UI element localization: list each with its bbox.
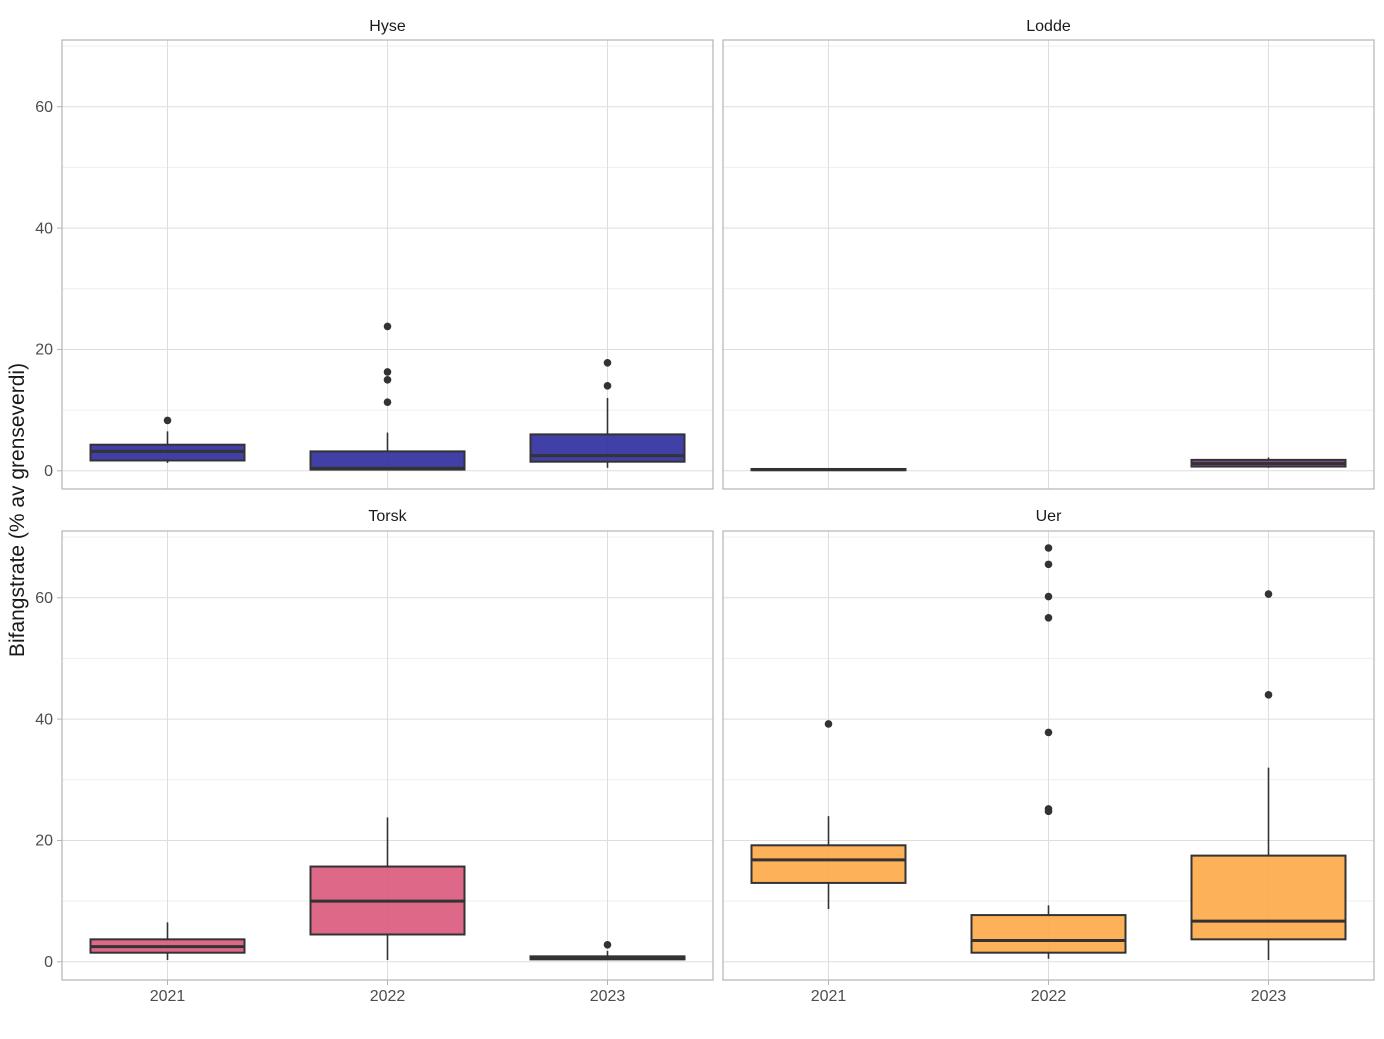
outlier-point: [383, 322, 392, 331]
outlier-point: [1044, 560, 1053, 569]
outlier-point: [1044, 544, 1053, 552]
outlier-point: [163, 416, 172, 425]
box-hyse-2021: [89, 416, 246, 463]
panel-title: Uer: [1036, 508, 1062, 525]
box-iqr: [970, 914, 1127, 954]
y-tick-label: 40: [35, 711, 53, 728]
outlier-point: [383, 368, 392, 376]
box-iqr: [750, 844, 907, 884]
box-lodde-2021: [750, 467, 907, 472]
x-tick-label: 2022: [1031, 988, 1067, 1005]
x-tick-label: 2021: [811, 988, 847, 1005]
panels-layer: Hyse 0 20 40 60 Lodde Torsk 0 20 40 60 2021 2022 2023…: [35, 18, 1375, 1005]
y-tick-label: 60: [35, 590, 53, 607]
box-uer-2022: [970, 544, 1127, 959]
outlier-point: [1044, 728, 1053, 737]
outlier-point: [1044, 807, 1053, 816]
panel-title: Torsk: [368, 508, 407, 525]
x-tick-label: 2023: [1251, 988, 1287, 1005]
box-uer-2023: [1190, 590, 1347, 960]
y-tick-label: 40: [35, 220, 53, 237]
outlier-point: [383, 375, 392, 384]
panel-title: Lodde: [1026, 18, 1071, 35]
box-iqr: [529, 433, 686, 463]
panel-torsk: Torsk 0 20 40 60 2021 2022 2023: [35, 508, 714, 1005]
box-torsk-2022: [309, 817, 466, 960]
box-uer-2021: [750, 720, 907, 910]
outlier-point: [603, 382, 612, 390]
box-iqr: [1190, 854, 1347, 941]
y-tick-label: 60: [35, 99, 53, 116]
y-tick-label: 0: [44, 954, 53, 971]
x-tick-label: 2023: [590, 988, 626, 1005]
outlier-point: [603, 941, 612, 949]
box-iqr: [309, 450, 466, 471]
outlier-point: [603, 358, 612, 367]
panel-hyse: Hyse 0 20 40 60: [35, 18, 714, 490]
y-tick-label: 20: [35, 833, 53, 850]
box-torsk-2023: [529, 941, 686, 961]
y-tick-label: 20: [35, 342, 53, 359]
box-hyse-2023: [529, 358, 686, 468]
panel-border: [722, 39, 1375, 490]
panel-uer: Uer 2021 2022 2023: [722, 508, 1375, 1005]
y-tick-label: 0: [44, 463, 53, 480]
box-lodde-2023: [1190, 457, 1347, 468]
outlier-point: [1264, 691, 1273, 699]
outlier-point: [824, 720, 833, 728]
box-torsk-2021: [89, 922, 246, 960]
box-hyse-2022: [309, 322, 466, 471]
y-axis-label: Bifangstrate (% av grenseverdi): [6, 363, 29, 657]
panel-border: [61, 39, 714, 490]
x-tick-label: 2021: [150, 988, 186, 1005]
x-tick-label: 2022: [370, 988, 406, 1005]
panel-border: [61, 530, 714, 981]
panel-border: [722, 530, 1375, 981]
outlier-point: [383, 398, 392, 407]
outlier-point: [1044, 592, 1053, 601]
panel-lodde: Lodde: [722, 18, 1375, 490]
outlier-point: [1044, 613, 1053, 622]
outlier-point: [1264, 590, 1273, 598]
panel-title: Hyse: [369, 18, 406, 35]
